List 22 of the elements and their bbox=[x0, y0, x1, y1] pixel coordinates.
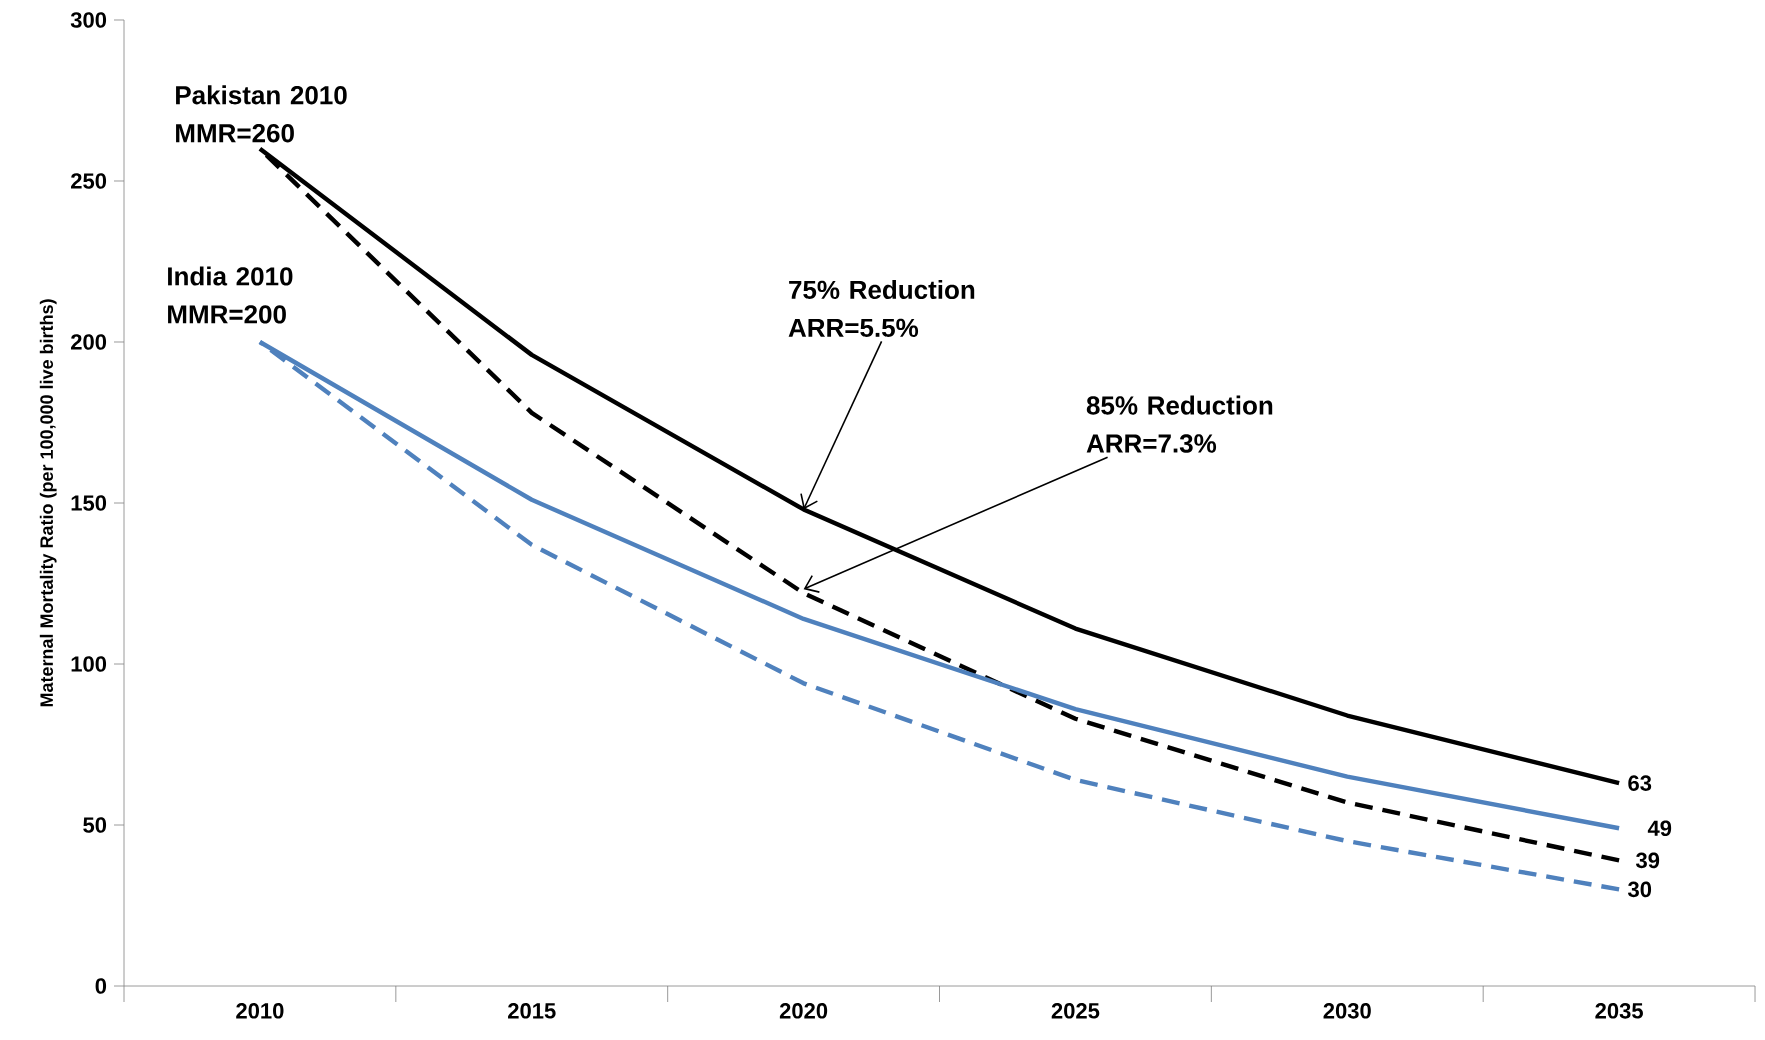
annotation: 75% Reduction ARR=5.5% bbox=[788, 279, 975, 338]
x-tick-label: 2025 bbox=[1051, 1003, 1100, 1019]
y-tick-label: 50 bbox=[83, 817, 107, 833]
data-label: 49 bbox=[1647, 820, 1672, 837]
x-tick-label: 2020 bbox=[779, 1003, 828, 1019]
y-tick-label: 250 bbox=[71, 173, 107, 189]
annotation: 85% Reduction ARR=7.3% bbox=[1086, 395, 1273, 453]
x-tick-label: 2010 bbox=[236, 1003, 284, 1019]
annotation: Pakistan 2010 MMR=260 bbox=[176, 85, 347, 143]
data-label: 63 bbox=[1628, 775, 1652, 791]
y-tick-label: 200 bbox=[71, 334, 107, 350]
data-label: 39 bbox=[1635, 852, 1660, 869]
y-tick-label: 300 bbox=[70, 12, 107, 28]
y-axis-title: Maternal Mortality Ratio (per 100,000 live births) bbox=[39, 299, 57, 707]
annotation: India 2010 MMR=200 bbox=[168, 266, 293, 324]
y-tick-label: 100 bbox=[71, 656, 107, 672]
data-label: 30 bbox=[1627, 881, 1652, 898]
x-tick-label: 2035 bbox=[1595, 1003, 1643, 1019]
y-tick-label: 150 bbox=[71, 495, 107, 511]
x-tick-label: 2015 bbox=[508, 1003, 556, 1019]
x-tick-label: 2030 bbox=[1323, 1003, 1371, 1019]
y-tick-label: 0 bbox=[95, 978, 107, 994]
